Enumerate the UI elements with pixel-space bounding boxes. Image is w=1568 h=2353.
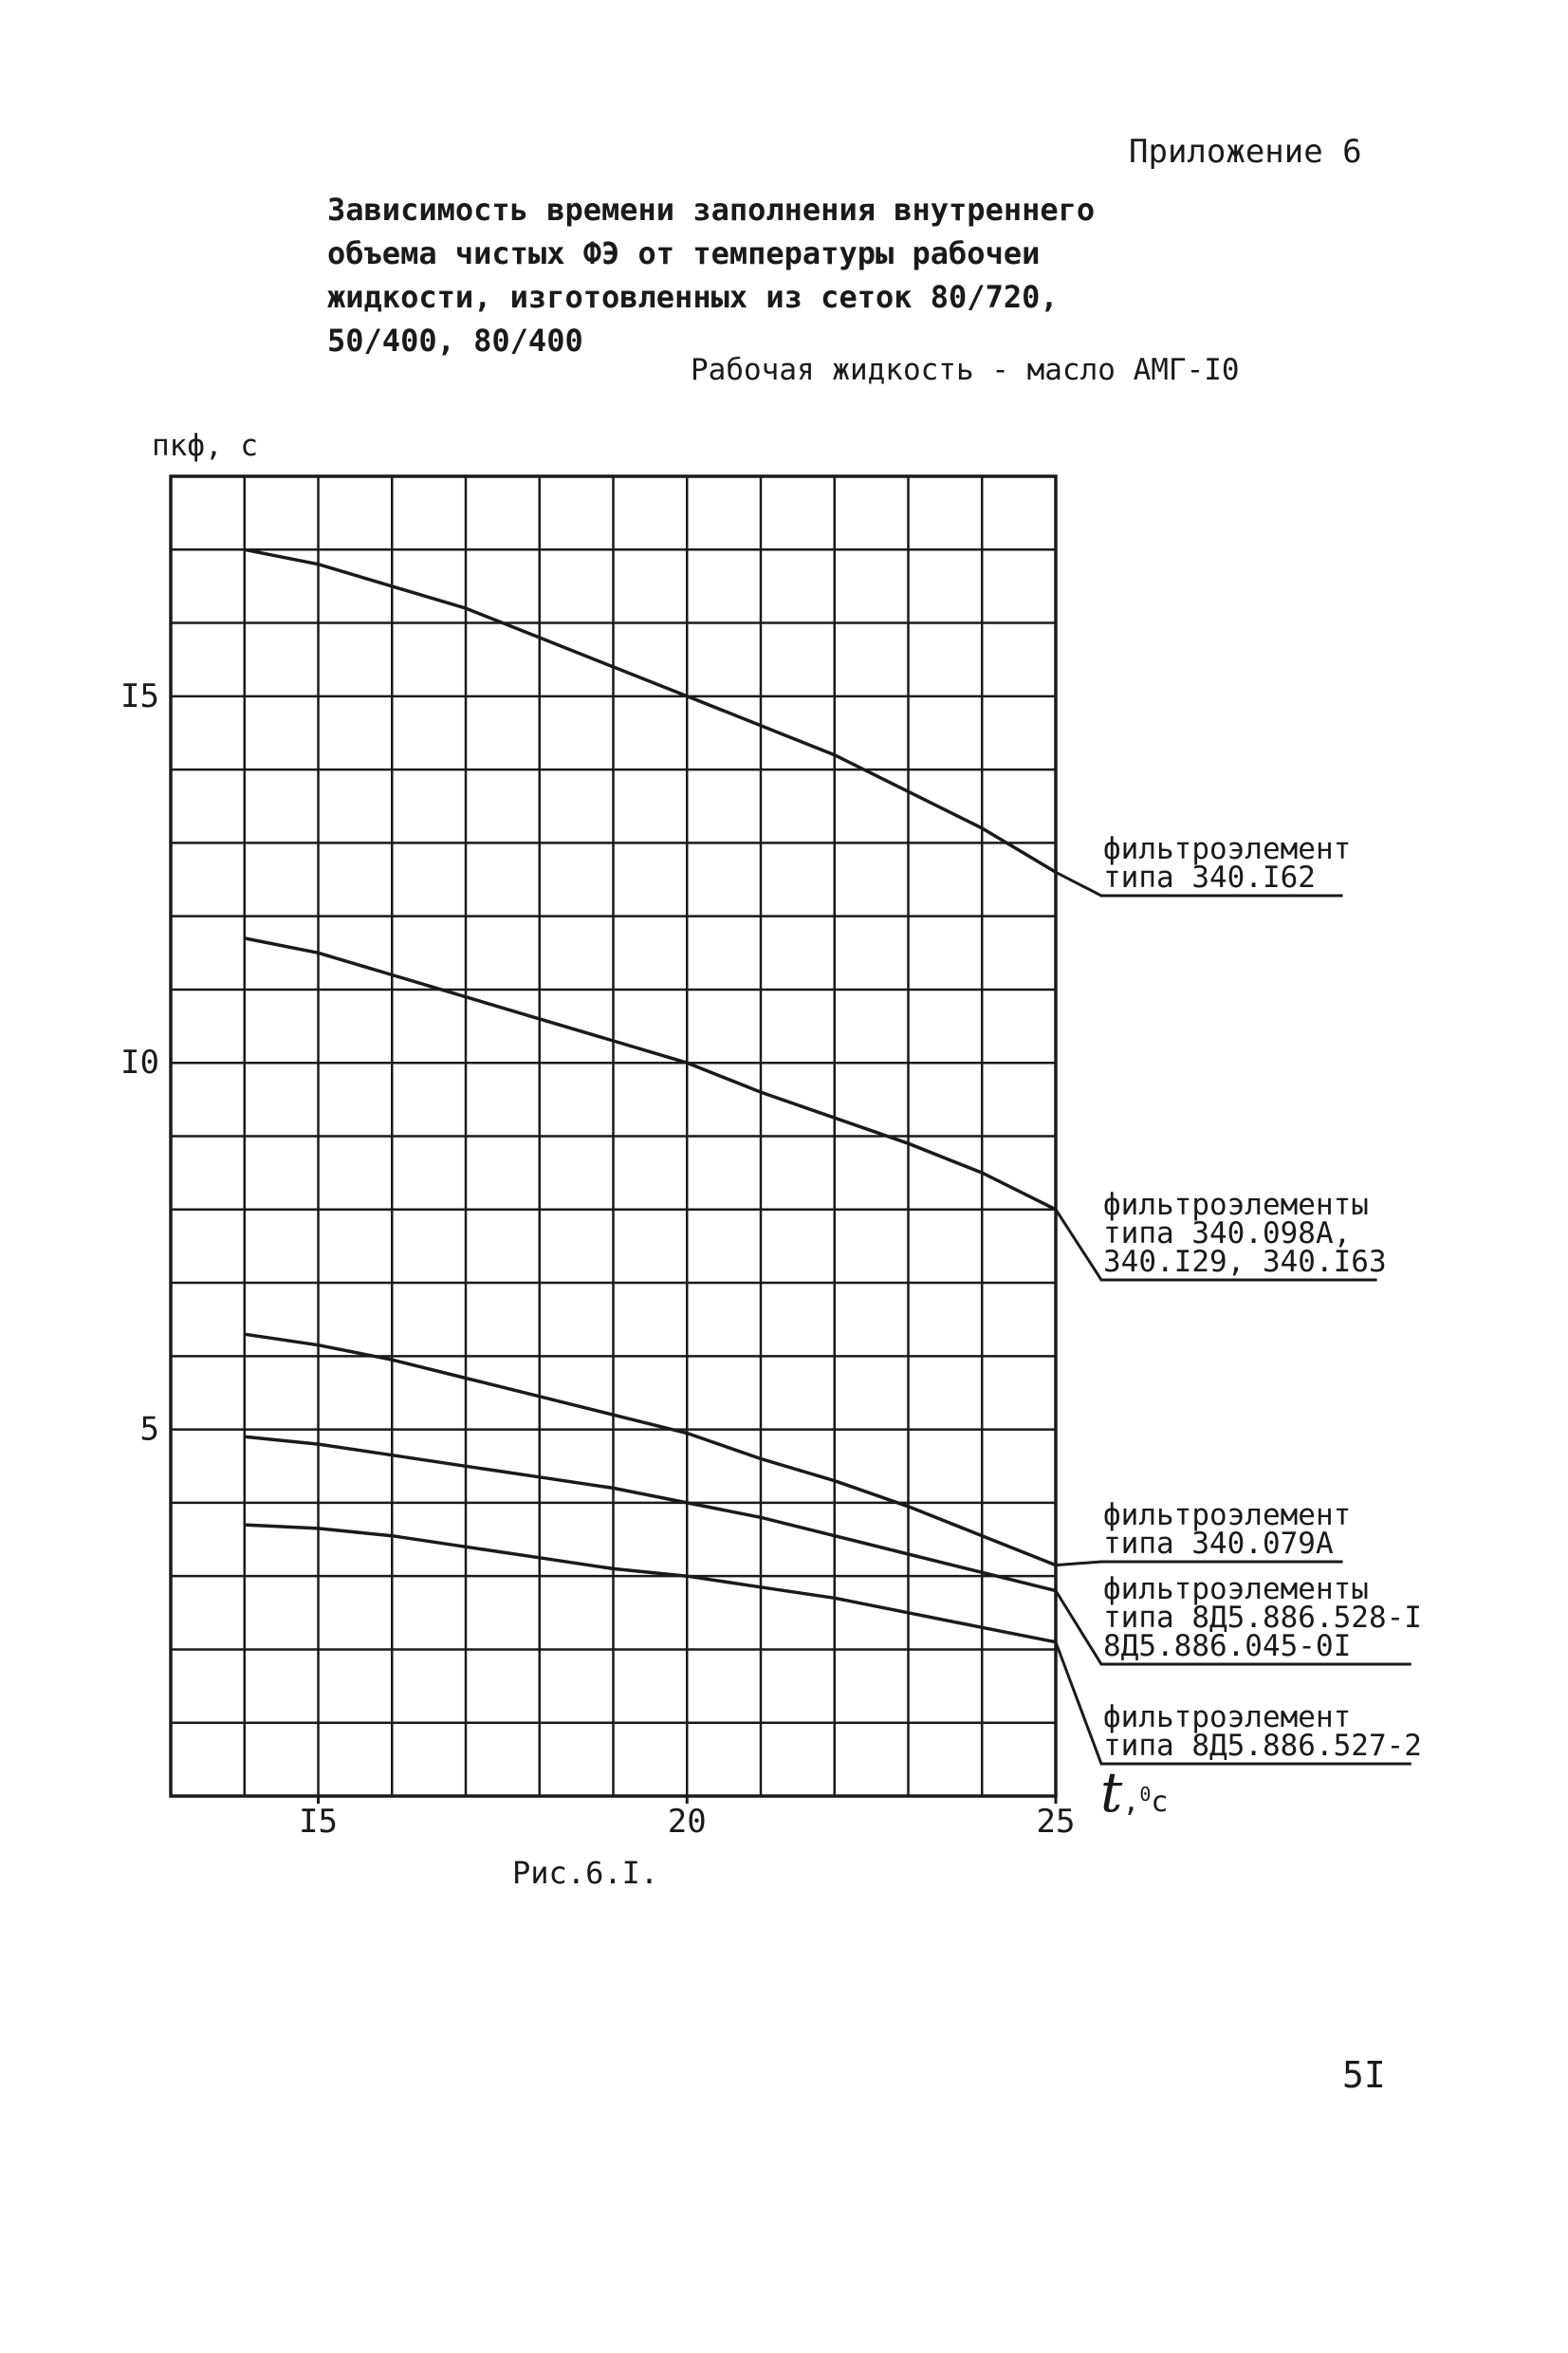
working-fluid-note: Рабочая жидкость - масло АМГ-I0 [691,353,1240,387]
series-line [244,936,1057,1212]
title-line: жидкости, изготовленных из сеток 80/720, [327,279,1059,315]
leader-line [1055,870,1343,898]
leader-line [1054,1641,1411,1766]
series-line [244,1332,1057,1567]
figure-caption: Рис.6.I. [512,1855,659,1891]
series-label: фильтроэлемент типа 8Д5.886.527-2 [1103,1700,1422,1763]
series-label: фильтроэлементы типа 8Д5.886.528-I 8Д5.886… [1103,1572,1422,1663]
y-tick-label: 5 [140,1411,159,1449]
leader-line [1055,1560,1343,1567]
x-axis-symbol: t [1100,1760,1123,1825]
x-axis-label: t,0с [1100,1760,1169,1825]
title-line: 50/400, 80/400 [327,323,583,359]
series-line [244,1523,1057,1644]
page-number: 5I [1342,2054,1386,2096]
figure-title: Зависимость времени заполнения внутренне… [327,188,1095,362]
y-axis-label: пкф, с [152,429,258,463]
series-line [244,1435,1057,1593]
grid [171,476,1056,1796]
title-line: объема чистых ФЭ от температуры рабочеи [327,235,1041,271]
tick-labels: I5 20 25 5 I0 I5 [120,677,1075,1841]
series-label-line: типа 340.I62 [1103,861,1316,895]
appendix-label: Приложение 6 [1129,133,1362,171]
series-label-line: 8Д5.886.045-0I [1103,1629,1352,1663]
series-label-line: типа 340.079А [1103,1527,1334,1561]
x-tick-label: 20 [668,1803,707,1841]
plot-frame [169,474,1058,1798]
series-label-line: фильтроэлементы [1103,1572,1369,1606]
series-label-line: типа 340.098А, [1103,1216,1352,1251]
leader-line [1054,1208,1377,1282]
series-label: фильтроэлемент типа 340.079А [1103,1498,1352,1561]
series-label-line: типа 8Д5.886.528-I [1103,1601,1422,1635]
x-tick-label: I5 [299,1803,338,1841]
series-lines [244,547,1057,1644]
y-tick-label: I5 [120,677,159,715]
series-label-line: типа 8Д5.886.527-2 [1103,1729,1422,1763]
x-tick-label: 25 [1037,1803,1076,1841]
series-line [244,547,1057,874]
series-label-line: фильтроэлемент [1103,1498,1352,1532]
degree-mark: 0 [1139,1783,1152,1806]
leader-line [1054,1589,1411,1666]
series-label: фильтроэлементы типа 340.098А, 340.I29, 34… [1103,1188,1387,1279]
leader-lines [1054,870,1411,1766]
series-label-line: фильтроэлемент [1103,1700,1352,1734]
series-label-line: фильтроэлементы [1103,1188,1369,1222]
series-label-line: фильтроэлемент [1103,832,1352,866]
x-axis-unit: с [1151,1786,1169,1819]
title-line: Зависимость времени заполнения внутренне… [327,192,1096,228]
series-label: фильтроэлемент типа 340.I62 [1103,832,1352,895]
axes [169,474,1058,1798]
y-tick-label: I0 [120,1044,159,1082]
series-label-line: 340.I29, 340.I63 [1103,1245,1387,1279]
